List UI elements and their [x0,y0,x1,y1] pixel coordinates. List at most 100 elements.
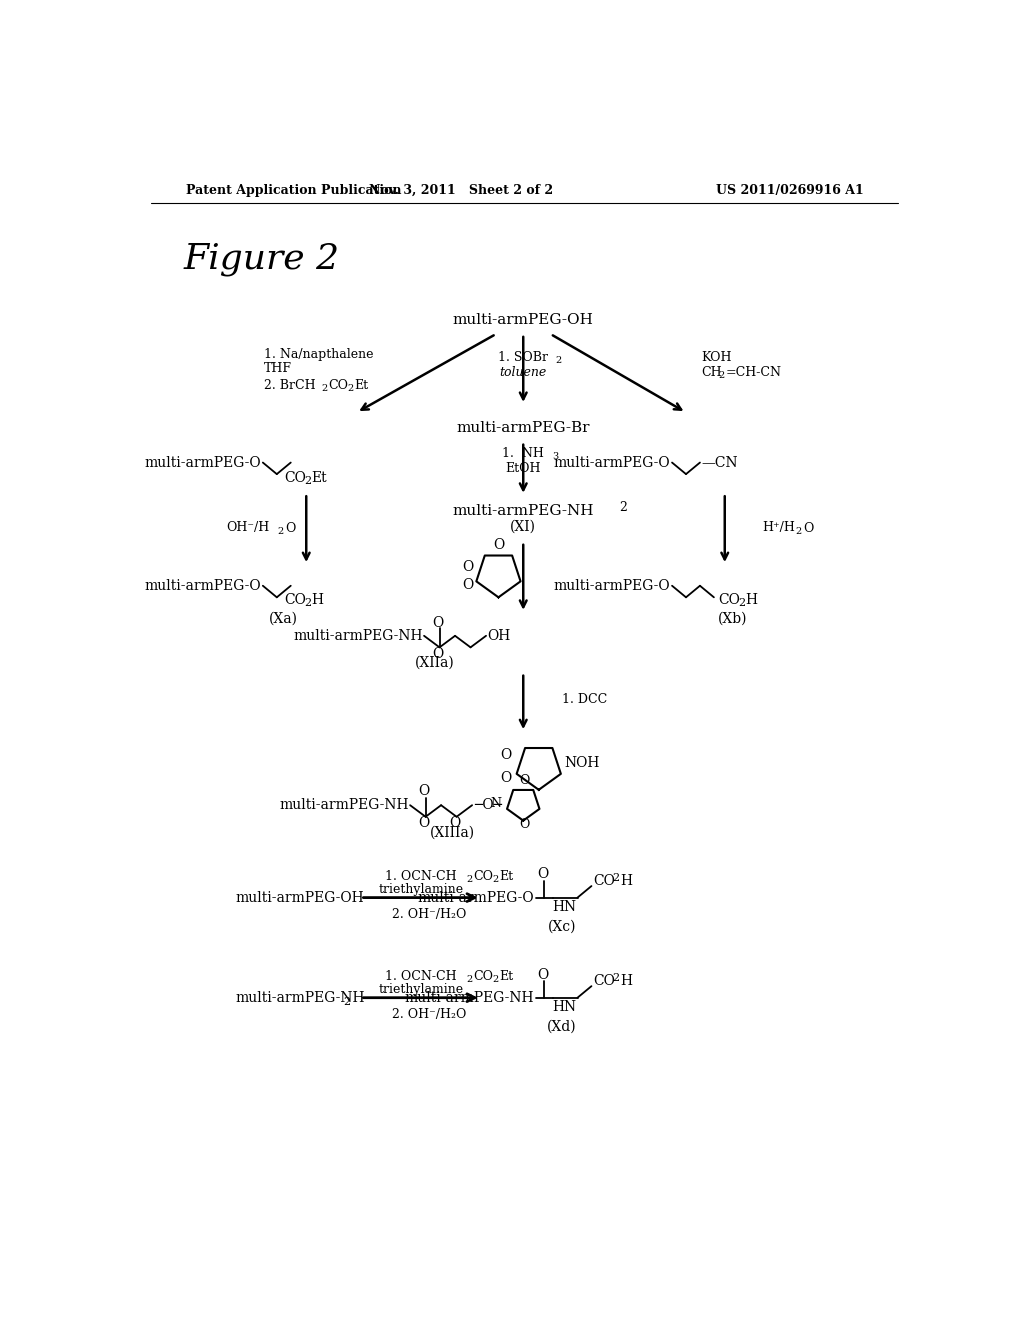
Text: O: O [462,560,473,574]
Text: multi-armPEG-O: multi-armPEG-O [144,455,261,470]
Text: 1. Na/napthalene: 1. Na/napthalene [263,348,373,362]
Text: Et: Et [311,471,328,484]
Text: O: O [519,774,530,787]
Text: (Xc): (Xc) [548,920,577,933]
Text: O: O [419,816,430,830]
Text: CO: CO [328,379,348,392]
Text: 2: 2 [612,973,620,982]
Text: ─O─: ─O─ [474,799,502,812]
Text: OH⁻/H: OH⁻/H [226,521,269,535]
Text: EtOH: EtOH [506,462,541,475]
Text: KOH: KOH [701,351,732,363]
Text: HN: HN [553,900,577,913]
Text: 1. SOBr: 1. SOBr [499,351,548,363]
Text: CO: CO [474,970,494,982]
Text: multi-armPEG-O: multi-armPEG-O [554,578,671,593]
Text: 2: 2 [278,527,284,536]
Text: (XIIa): (XIIa) [415,656,455,669]
Text: O: O [450,816,461,830]
Text: 2: 2 [321,384,328,393]
Text: CO: CO [285,471,306,484]
Text: O: O [493,539,504,552]
Text: 2: 2 [738,598,745,609]
Text: H: H [745,594,758,607]
Text: H: H [621,874,632,887]
Text: O: O [537,968,548,982]
Text: multi-armPEG-NH: multi-armPEG-NH [293,628,423,643]
Text: Figure 2: Figure 2 [183,242,340,276]
Text: 1.  NH: 1. NH [503,446,544,459]
Text: NOH: NOH [564,756,600,770]
Text: Et: Et [354,379,369,392]
Text: 2: 2 [555,355,561,364]
Text: multi-armPEG-NH: multi-armPEG-NH [453,504,594,517]
Text: O: O [432,647,443,661]
Text: Nov. 3, 2011   Sheet 2 of 2: Nov. 3, 2011 Sheet 2 of 2 [370,185,553,197]
Text: O: O [419,784,430,799]
Text: toluene: toluene [500,366,547,379]
Text: 3: 3 [553,451,559,461]
Text: multi-armPEG-Br: multi-armPEG-Br [457,421,590,434]
Text: 2: 2 [612,873,620,883]
Text: US 2011/0269916 A1: US 2011/0269916 A1 [717,185,864,197]
Text: 2: 2 [796,527,802,536]
Text: 2. BrCH: 2. BrCH [263,379,315,392]
Text: multi-armPEG-NH: multi-armPEG-NH [234,991,365,1005]
Text: CO: CO [285,594,306,607]
Text: (Xd): (Xd) [547,1020,577,1034]
Text: 2: 2 [467,875,473,883]
Text: multi-armPEG-NH: multi-armPEG-NH [404,991,535,1005]
Text: Et: Et [500,970,513,982]
Text: 1. DCC: 1. DCC [562,693,607,706]
Text: CO: CO [593,974,614,987]
Text: Et: Et [500,870,513,883]
Text: (Xb): (Xb) [718,612,748,626]
Text: 1. OCN-CH: 1. OCN-CH [385,970,457,982]
Text: THF: THF [263,362,292,375]
Text: 2: 2 [304,598,311,609]
Text: HN: HN [553,1001,577,1014]
Text: Patent Application Publication: Patent Application Publication [186,185,401,197]
Text: —CN: —CN [701,455,738,470]
Text: multi-armPEG-NH: multi-armPEG-NH [280,799,409,812]
Text: multi-armPEG-OH: multi-armPEG-OH [234,891,364,904]
Text: 1. OCN-CH: 1. OCN-CH [385,870,457,883]
Text: O: O [432,615,443,630]
Text: N: N [490,797,502,810]
Text: H: H [311,594,324,607]
Text: multi-armPEG-OH: multi-armPEG-OH [453,313,594,327]
Text: 2: 2 [620,502,628,515]
Text: O: O [519,818,530,832]
Text: (XI): (XI) [510,520,537,533]
Text: O: O [537,867,548,882]
Text: O: O [462,578,473,591]
Text: 2: 2 [343,997,350,1007]
Text: 2: 2 [347,384,353,393]
Text: triethylamine: triethylamine [379,983,464,997]
Text: H: H [621,974,632,987]
Text: CH: CH [701,366,722,379]
Text: 2: 2 [304,477,311,486]
Text: CO: CO [593,874,614,887]
Text: 2: 2 [467,974,473,983]
Text: O: O [501,771,512,785]
Text: O: O [286,521,296,535]
Text: =CH-CN: =CH-CN [726,366,781,379]
Text: multi-armPEG-O: multi-armPEG-O [554,455,671,470]
Text: CO: CO [719,594,740,607]
Text: 2. OH⁻/H₂O: 2. OH⁻/H₂O [391,1008,466,1022]
Text: 2: 2 [493,875,499,883]
Text: multi-armPEG-O: multi-armPEG-O [418,891,535,904]
Text: H⁺/H: H⁺/H [763,521,796,535]
Text: 2: 2 [493,974,499,983]
Text: (Xa): (Xa) [268,612,298,626]
Text: CO: CO [474,870,494,883]
Text: triethylamine: triethylamine [379,883,464,896]
Text: (XIIIa): (XIIIa) [430,826,475,840]
Text: 2: 2 [719,371,725,380]
Text: O: O [803,521,813,535]
Text: OH: OH [487,628,511,643]
Text: 2. OH⁻/H₂O: 2. OH⁻/H₂O [391,908,466,921]
Text: multi-armPEG-O: multi-armPEG-O [144,578,261,593]
Text: O: O [501,748,512,762]
